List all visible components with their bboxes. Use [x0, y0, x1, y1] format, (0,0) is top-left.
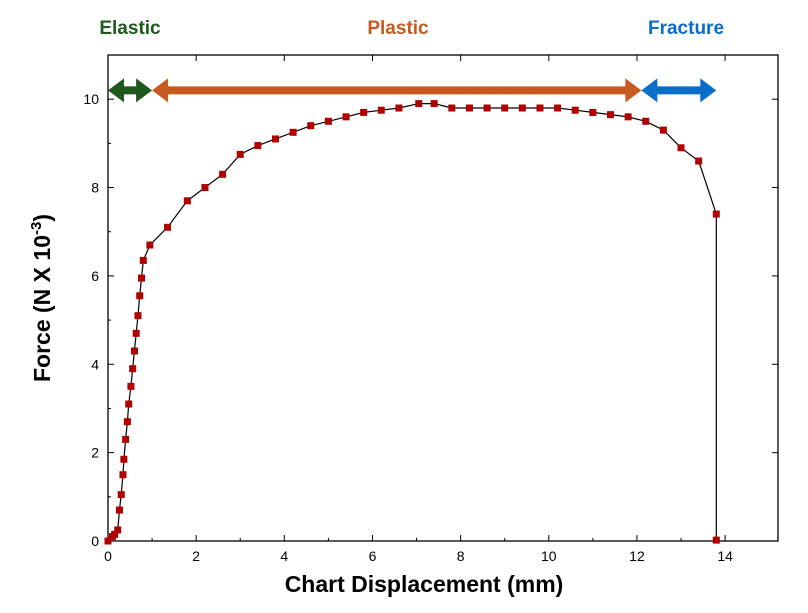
- y-axis-title-main: Force (N X 10: [29, 235, 55, 382]
- data-point: [115, 506, 123, 514]
- data-point: [201, 184, 209, 192]
- y-tick-label: 8: [91, 180, 99, 196]
- y-axis-title-close: ): [29, 214, 55, 222]
- data-point: [607, 111, 614, 119]
- x-tick-label: 2: [192, 548, 200, 564]
- data-point: [236, 150, 244, 158]
- data-point: [111, 530, 119, 538]
- region-arrow-head-left: [641, 78, 658, 103]
- data-point: [377, 106, 385, 114]
- x-axis: 0 2 4 6 8 10 12 14: [104, 55, 733, 564]
- plot-area-frame: [107, 54, 779, 542]
- data-point: [712, 536, 720, 544]
- data-point: [139, 256, 147, 264]
- data-point: [554, 104, 562, 112]
- data-point: [183, 197, 191, 205]
- data-point: [138, 274, 145, 282]
- data-point: [448, 104, 456, 112]
- data-point: [483, 104, 491, 112]
- data-series: [104, 100, 720, 545]
- data-point: [129, 365, 137, 373]
- region-arrows: [108, 78, 717, 103]
- data-point: [518, 104, 526, 112]
- data-point: [122, 435, 130, 443]
- x-tick-label: 0: [104, 548, 112, 564]
- y-tick-label: 10: [83, 91, 99, 107]
- data-point: [136, 292, 144, 300]
- y-axis-title-superscript: -3: [28, 222, 45, 235]
- data-point: [430, 100, 438, 108]
- x-tick-label: 8: [457, 548, 465, 564]
- data-point: [123, 418, 131, 426]
- region-arrow-head-right: [700, 78, 717, 103]
- data-point: [117, 491, 125, 499]
- data-point: [104, 537, 112, 545]
- data-point: [415, 100, 423, 108]
- region-arrow-head-left: [108, 78, 124, 103]
- y-axis-title: Force (N X 10-3): [28, 214, 55, 382]
- data-point: [465, 104, 473, 112]
- x-tick-label: 10: [541, 548, 557, 564]
- data-point: [272, 135, 279, 143]
- data-point: [642, 117, 650, 125]
- data-point: [589, 108, 597, 116]
- data-point: [127, 382, 135, 390]
- data-point: [114, 526, 122, 534]
- x-tick-label: 6: [369, 548, 377, 564]
- data-point: [289, 128, 297, 136]
- y-tick-label: 2: [91, 445, 99, 461]
- region-label-elastic: Elastic: [99, 18, 161, 39]
- y-tick-label: 0: [91, 533, 99, 549]
- y-tick-label: 4: [91, 356, 99, 372]
- data-point: [360, 108, 368, 116]
- region-arrow-head-right: [625, 78, 642, 103]
- x-tick-label: 4: [280, 548, 288, 564]
- data-point: [254, 142, 262, 150]
- data-point: [695, 157, 703, 165]
- data-point: [571, 106, 579, 114]
- region-arrow-head-right: [136, 78, 153, 103]
- data-point: [146, 241, 154, 249]
- data-point: [677, 144, 685, 152]
- data-point: [501, 104, 509, 112]
- data-point: [134, 312, 142, 320]
- data-point: [125, 400, 133, 408]
- data-point: [624, 113, 632, 121]
- data-point: [119, 471, 127, 479]
- data-point: [712, 210, 720, 218]
- data-point: [307, 122, 315, 130]
- data-point: [120, 455, 128, 463]
- data-point: [219, 170, 227, 178]
- region-arrow-head-left: [152, 78, 169, 103]
- data-point: [342, 113, 350, 121]
- series-line: [107, 102, 717, 542]
- data-point: [536, 104, 544, 112]
- data-point: [132, 329, 140, 337]
- region-label-plastic: Plastic: [367, 18, 429, 39]
- data-point: [659, 126, 667, 134]
- x-axis-title: Chart Displacement (mm): [285, 571, 564, 597]
- data-point: [130, 347, 138, 355]
- x-tick-label: 12: [629, 548, 645, 564]
- data-point: [324, 117, 332, 125]
- region-label-fracture: Fracture: [648, 18, 724, 39]
- data-point: [395, 104, 403, 112]
- y-tick-label: 6: [91, 268, 99, 284]
- y-axis: 0 2 4 6 8 10: [83, 91, 778, 549]
- data-point: [164, 223, 172, 231]
- x-tick-label: 14: [717, 548, 733, 564]
